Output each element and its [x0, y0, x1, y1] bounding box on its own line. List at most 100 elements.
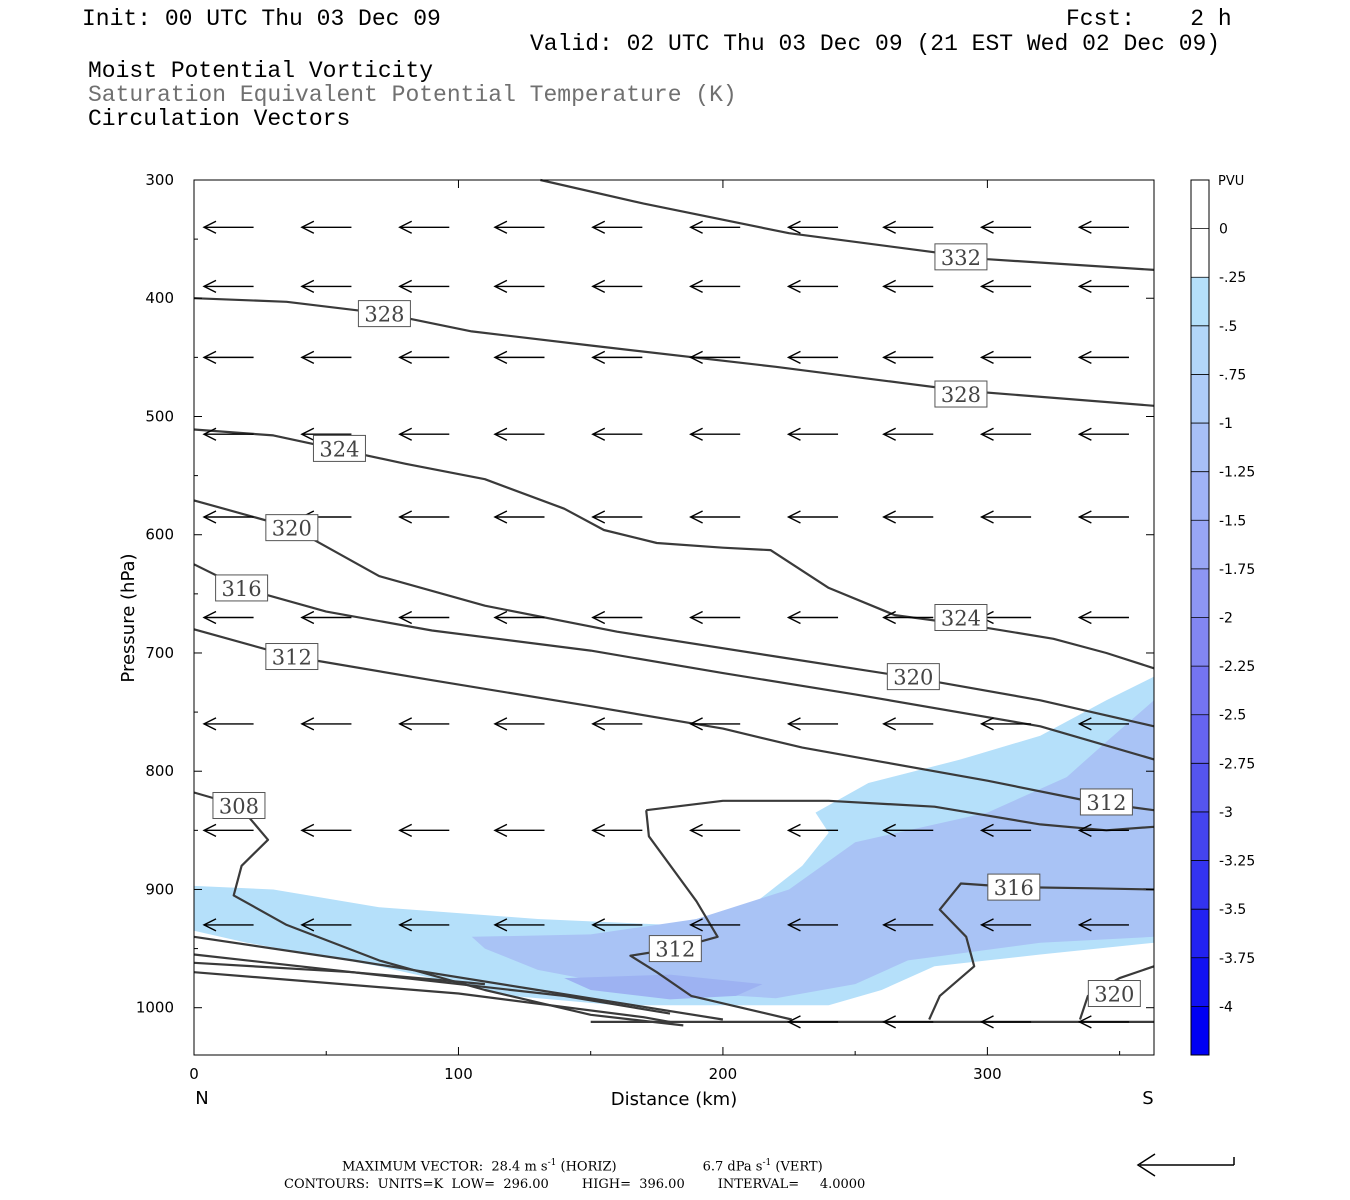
svg-text:316: 316	[994, 876, 1034, 900]
y-tick-label-400: 400	[145, 289, 174, 307]
contour-label-328-2: 328	[934, 380, 988, 408]
contour-label-332-0: 332	[934, 243, 988, 271]
theta-contour-unlabeled-15	[193, 935, 724, 1021]
colorbar-swatch-6	[1191, 471, 1209, 521]
circulation-vector-0-9	[1077, 220, 1129, 234]
circulation-vector-8-9	[1077, 918, 1129, 932]
circulation-vector-3-8	[979, 427, 1032, 441]
colorbar-level-label-13: -3.25	[1219, 854, 1255, 870]
svg-text:332: 332	[941, 246, 981, 270]
circulation-vector-5-6	[786, 610, 839, 625]
colorbar-swatch-3	[1191, 325, 1209, 375]
circulation-vector-6-8	[979, 717, 1032, 731]
circulation-vector-0-5	[689, 220, 741, 234]
contour-label-328-1: 328	[357, 300, 411, 328]
circulation-vector-2-9	[1077, 350, 1129, 364]
colorbar-swatch-0	[1191, 180, 1209, 230]
svg-text:320: 320	[1094, 983, 1134, 1007]
circulation-vector-4-4	[591, 510, 643, 524]
svg-text:312: 312	[655, 938, 695, 962]
circulation-vector-7-9	[1077, 823, 1129, 837]
theta-contour-unlabeled-16	[193, 953, 671, 1015]
theta-contour-316-13	[928, 882, 1155, 1020]
theta-contour-312-8	[193, 628, 1155, 812]
contour-label-320-6: 320	[886, 663, 940, 691]
circulation-vector-1-6	[786, 279, 839, 294]
circulation-vector-7-5	[689, 823, 741, 837]
circulation-vector-4-5	[689, 510, 741, 524]
y-tick-label-500: 500	[145, 407, 174, 425]
circulation-vector-6-7	[882, 717, 934, 731]
circulation-vector-5-5	[689, 610, 741, 625]
circulation-vector-0-0	[202, 220, 254, 234]
circulation-vector-2-0	[202, 350, 254, 364]
contour-label-312-11: 312	[648, 935, 702, 963]
circulation-vector-6-0	[202, 717, 254, 731]
circulation-vector-6-5	[689, 717, 741, 731]
y-tick-label-700: 700	[145, 644, 174, 662]
circulation-vector-0-3	[493, 220, 545, 234]
circulation-vector-8-2	[398, 918, 450, 932]
circulation-vector-3-7	[882, 427, 934, 441]
circulation-vector-7-4	[591, 823, 643, 837]
circulation-vector-8-0	[202, 918, 254, 932]
circulation-vector-6-6	[786, 717, 839, 731]
forecast-hour: Fcst: 2 h	[1066, 6, 1232, 32]
x-end-label-north: N	[195, 1088, 208, 1109]
svg-text:328: 328	[941, 383, 981, 407]
theta-contour-316-7	[193, 563, 1155, 761]
colorbar-level-label-16: -4	[1219, 999, 1233, 1015]
max-vector-note: MAXIMUM VECTOR: 28.4 m s-1 (HORIZ) 6.7 dP…	[342, 1158, 823, 1175]
colorbar-swatch-15	[1191, 909, 1209, 959]
colorbar-units: PVU	[1218, 174, 1244, 189]
colorbar-swatch-11	[1191, 714, 1209, 764]
circulation-vector-8-7	[882, 918, 934, 932]
circulation-vector-8-3	[493, 918, 545, 932]
circulation-vector-4-0	[202, 510, 254, 524]
circulation-vector-3-1	[300, 427, 352, 441]
circulation-vector-3-5	[689, 427, 741, 441]
svg-text:324: 324	[941, 607, 981, 631]
circulation-vector-5-7	[882, 610, 934, 625]
circulation-vector-8-6	[786, 918, 839, 932]
contour-label-312-8: 312	[265, 643, 319, 671]
circulation-vector-4-7	[882, 510, 934, 524]
circulation-vector-6-3	[493, 717, 545, 731]
colorbar-level-label-3: -.75	[1219, 367, 1246, 383]
theta-contour-320-5	[193, 499, 1155, 728]
pv-region-2	[564, 974, 763, 1000]
colorbar-swatch-1	[1191, 228, 1209, 278]
circulation-vector-3-9	[1077, 427, 1129, 441]
svg-text:316: 316	[222, 577, 262, 601]
circulation-vector-2-8	[979, 350, 1032, 364]
contour-label-324-4: 324	[934, 604, 988, 631]
colorbar-swatch-10	[1191, 666, 1209, 716]
circulation-vector-0-1	[300, 220, 352, 234]
colorbar-swatch-14	[1191, 860, 1209, 910]
colorbar-swatch-16	[1191, 957, 1209, 1007]
circulation-vector-2-4	[591, 350, 643, 364]
circulation-vector-7-6	[786, 823, 839, 837]
field-title-vectors: Circulation Vectors	[88, 106, 351, 132]
circulation-vector-0-4	[591, 220, 643, 234]
circulation-vector-2-1	[300, 350, 352, 364]
circulation-vector-0-8	[979, 220, 1032, 234]
svg-text:312: 312	[1086, 791, 1126, 815]
contour-label-308-10: 308	[212, 792, 266, 820]
x-tick-label-0: 0	[189, 1065, 199, 1083]
colorbar-level-label-15: -3.75	[1219, 951, 1255, 967]
colorbar-level-label-4: -1	[1219, 416, 1233, 432]
colorbar-swatch-4	[1191, 374, 1209, 424]
circulation-vector-6-4	[591, 717, 643, 731]
contour-label-320-14: 320	[1087, 980, 1141, 1008]
y-tick-label-1000: 1000	[136, 999, 174, 1017]
theta-contour-unlabeled-17	[193, 961, 485, 986]
x-end-label-south: S	[1142, 1088, 1153, 1109]
x-tick-label-300: 300	[973, 1065, 1002, 1083]
svg-text:328: 328	[364, 303, 404, 327]
svg-text:324: 324	[319, 437, 359, 461]
theta-contour-308-10	[193, 791, 684, 1027]
circulation-vector-2-7	[882, 350, 934, 364]
circulation-vector-7-3	[493, 823, 545, 837]
